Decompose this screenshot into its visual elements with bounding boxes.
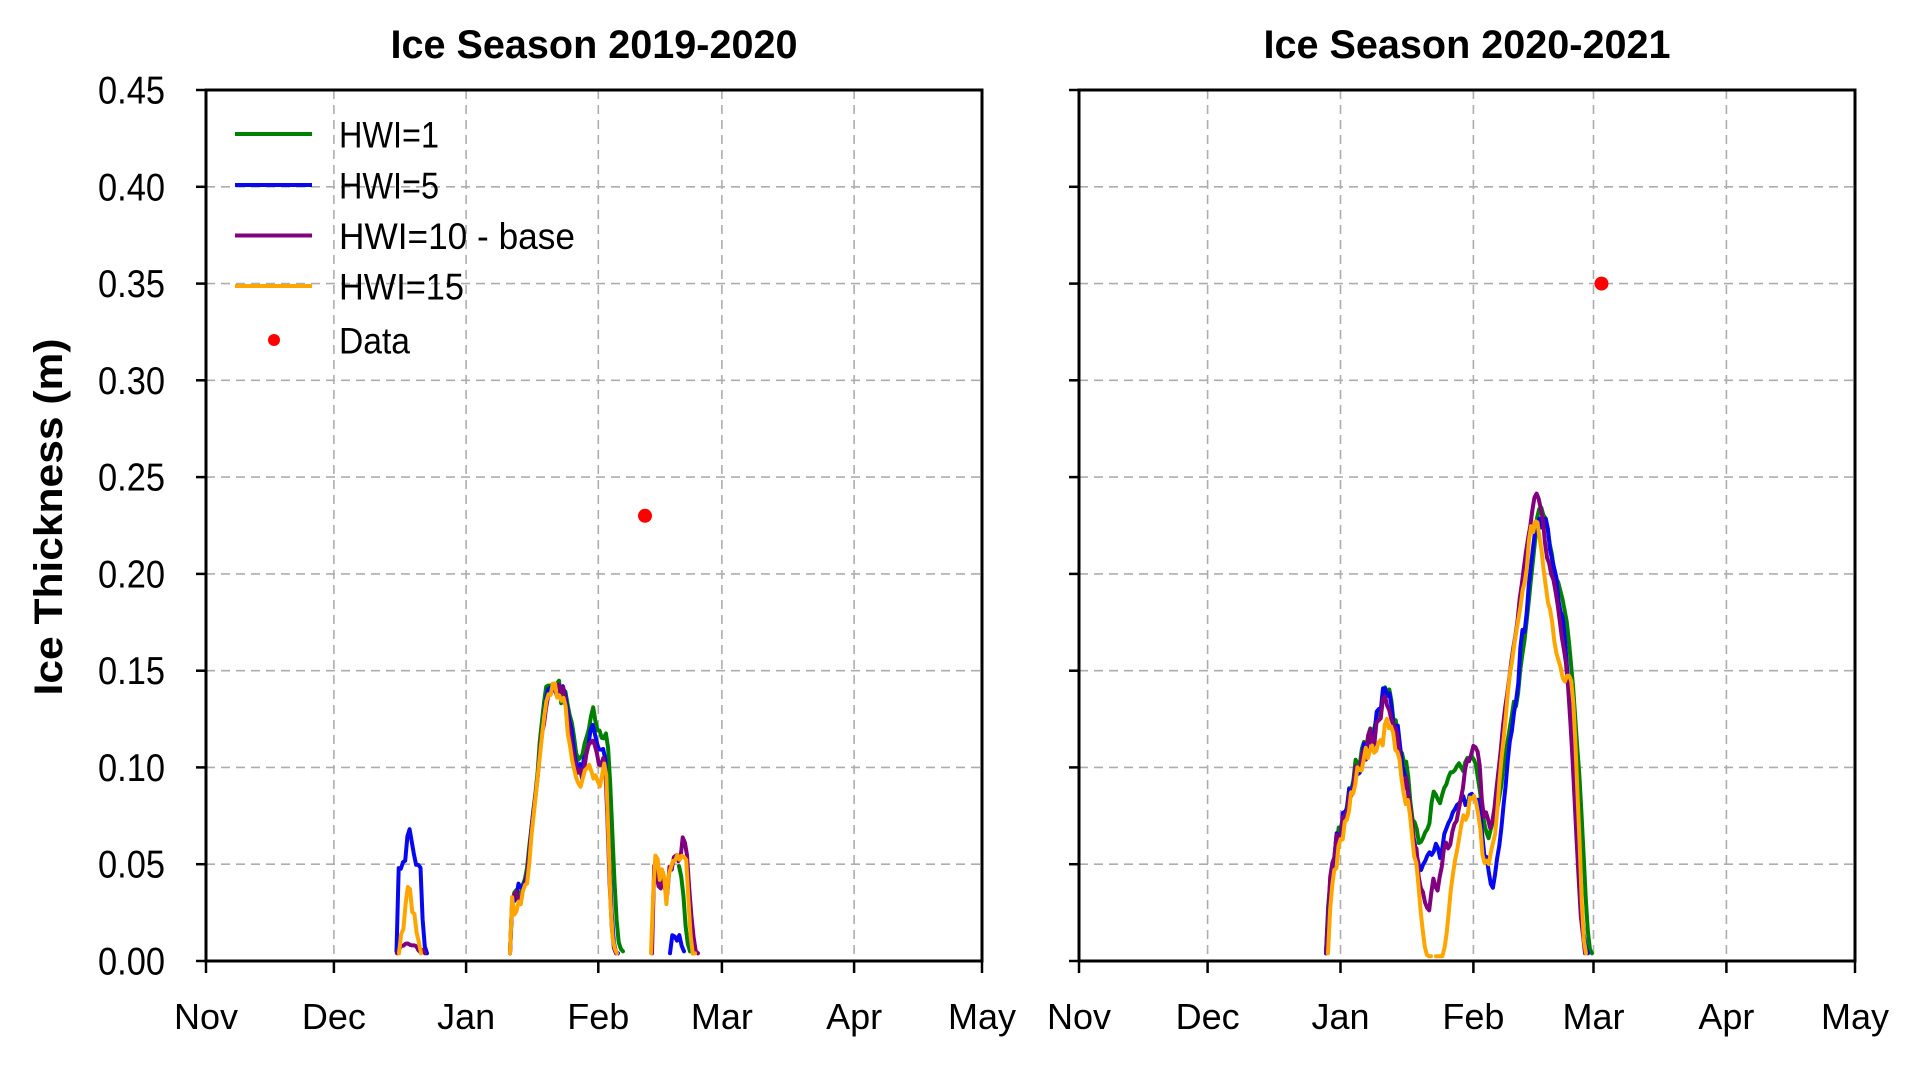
svg-text:Mar: Mar xyxy=(1563,996,1625,1037)
svg-text:0.25: 0.25 xyxy=(98,457,165,500)
svg-text:Apr: Apr xyxy=(1698,996,1754,1037)
svg-text:Dec: Dec xyxy=(302,996,366,1037)
svg-text:HWI=1: HWI=1 xyxy=(339,115,439,156)
svg-text:0.40: 0.40 xyxy=(98,166,165,209)
svg-text:Data: Data xyxy=(339,321,410,362)
svg-text:Jan: Jan xyxy=(437,996,495,1037)
svg-text:May: May xyxy=(948,996,1016,1037)
svg-text:Dec: Dec xyxy=(1176,996,1240,1037)
svg-text:Ice Season 2020-2021: Ice Season 2020-2021 xyxy=(1264,23,1671,67)
svg-text:0.15: 0.15 xyxy=(98,650,165,693)
svg-text:0.30: 0.30 xyxy=(98,360,165,403)
svg-text:Apr: Apr xyxy=(826,996,882,1037)
svg-text:Mar: Mar xyxy=(691,996,753,1037)
svg-text:Nov: Nov xyxy=(174,996,238,1037)
svg-text:0.05: 0.05 xyxy=(98,844,165,887)
svg-text:0.20: 0.20 xyxy=(98,553,165,596)
svg-text:Ice Thickness (m): Ice Thickness (m) xyxy=(27,339,71,696)
svg-text:Feb: Feb xyxy=(567,996,629,1037)
svg-text:Ice Season 2019-2020: Ice Season 2019-2020 xyxy=(391,23,798,67)
svg-text:0.00: 0.00 xyxy=(98,941,165,984)
svg-text:0.45: 0.45 xyxy=(98,70,165,113)
svg-text:0.35: 0.35 xyxy=(98,263,165,306)
svg-text:Nov: Nov xyxy=(1047,996,1111,1037)
svg-text:May: May xyxy=(1821,996,1889,1037)
svg-text:Feb: Feb xyxy=(1442,996,1504,1037)
svg-text:HWI=15: HWI=15 xyxy=(339,267,464,308)
svg-text:HWI=5: HWI=5 xyxy=(339,166,439,207)
svg-text:0.10: 0.10 xyxy=(98,747,165,790)
svg-text:Jan: Jan xyxy=(1311,996,1369,1037)
svg-text:HWI=10 - base: HWI=10 - base xyxy=(339,216,575,257)
